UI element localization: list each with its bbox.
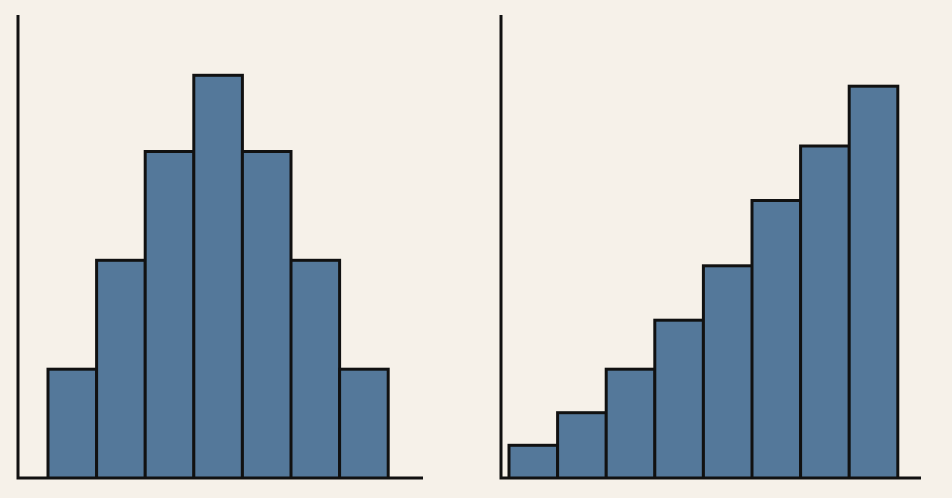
right-histogram-bar-7: [799, 144, 851, 480]
left-histogram-bar-6: [289, 258, 342, 480]
right-histogram-bar-1: [507, 443, 560, 480]
left-histogram-bar-2: [95, 258, 147, 480]
right-histogram-bar-2: [556, 411, 608, 480]
right-histogram-panel: [499, 15, 921, 480]
right-histogram-bar-4: [653, 318, 705, 480]
left-histogram-bar-5: [240, 150, 293, 480]
left-histogram-bar-4: [192, 73, 244, 480]
right-histogram-bar-3: [604, 367, 657, 480]
right-histogram-bar-5: [701, 264, 754, 480]
right-histogram-bar-6: [750, 199, 803, 480]
left-histogram-panel: [16, 15, 423, 480]
left-histogram-bar-3: [143, 150, 196, 480]
left-histogram-bar-7: [338, 367, 390, 480]
right-histogram-bar-8: [847, 84, 900, 480]
left-histogram-bar-1: [46, 367, 99, 480]
